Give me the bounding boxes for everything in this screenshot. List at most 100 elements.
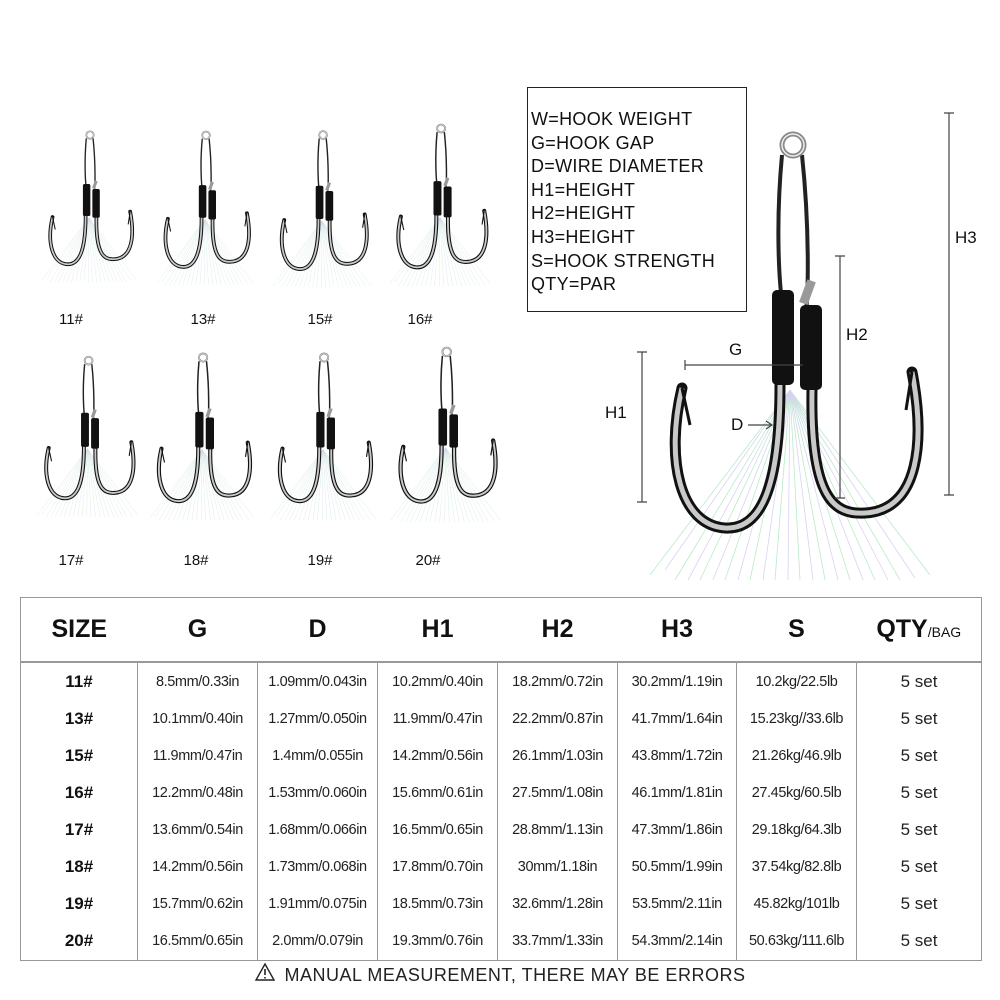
- cell-h3: 46.1mm/1.81in: [617, 774, 737, 812]
- cell-s: 15.23kg//33.6lb: [736, 700, 857, 738]
- header-d: D: [257, 597, 378, 663]
- h1-label: H1: [605, 403, 627, 422]
- cell-d: 1.91mm/0.075in: [257, 885, 378, 923]
- cell-h3: 30.2mm/1.19in: [617, 662, 737, 701]
- table-row: 16# 12.2mm/0.48in 1.53mm/0.060in 15.6mm/0.6…: [21, 774, 982, 812]
- dimension-lines: [637, 112, 954, 503]
- size-label-13: 13#: [190, 311, 216, 328]
- cell-h2: 32.6mm/1.28in: [497, 885, 618, 923]
- d-label: D: [731, 415, 744, 434]
- measurement-note: MANUAL MEASUREMENT, THERE MAY BE ERRORS: [0, 962, 1000, 986]
- legend-box: W=HOOK WEIGHT G=HOOK GAP D=WIRE DIAMETER…: [527, 87, 747, 312]
- legend-item: QTY=PAR: [531, 274, 617, 295]
- cell-g: 15.7mm/0.62in: [137, 885, 258, 923]
- table-row: 18# 14.2mm/0.56in 1.73mm/0.068in 17.8mm/0.7…: [21, 848, 982, 886]
- cell-g: 14.2mm/0.56in: [137, 848, 258, 886]
- cell-g: 11.9mm/0.47in: [137, 737, 258, 775]
- cell-s: 21.26kg/46.9lb: [736, 737, 857, 775]
- cell-h1: 14.2mm/0.56in: [377, 737, 498, 775]
- cell-size: 13#: [64, 708, 94, 728]
- table-row: 11# 8.5mm/0.33in 1.09mm/0.043in 10.2mm/0.40…: [21, 662, 982, 701]
- cell-size: 20#: [64, 931, 94, 951]
- h2-label: H2: [846, 325, 868, 344]
- cell-g: 12.2mm/0.48in: [137, 774, 258, 812]
- size-label-16: 16#: [407, 311, 433, 328]
- cell-h2: 18.2mm/0.72in: [497, 662, 618, 701]
- cell-s: 50.63kg/111.6lb: [736, 922, 857, 961]
- header-h3: H3: [617, 597, 737, 663]
- cell-qty: 5 set: [856, 662, 982, 701]
- cell-size: 19#: [64, 894, 94, 914]
- header-qty: QTY/BAG: [856, 597, 982, 663]
- cell-g: 10.1mm/0.40in: [137, 700, 258, 738]
- cell-s: 45.82kg/101lb: [736, 885, 857, 923]
- cell-h2: 33.7mm/1.33in: [497, 922, 618, 961]
- size-label-20: 20#: [415, 552, 441, 569]
- table-row: 17# 13.6mm/0.54in 1.68mm/0.066in 16.5mm/0.6…: [21, 811, 982, 849]
- cell-h2: 26.1mm/1.03in: [497, 737, 618, 775]
- table-row: 20# 16.5mm/0.65in 2.0mm/0.079in 19.3mm/0.76…: [21, 922, 982, 961]
- h3-label: H3: [955, 228, 977, 247]
- warning-triangle-icon: [254, 962, 275, 986]
- cell-size: 18#: [64, 857, 94, 877]
- cell-size: 16#: [64, 782, 94, 802]
- legend-item: H2=HEIGHT: [531, 203, 636, 224]
- qty-suffix: /BAG: [927, 624, 962, 640]
- cell-qty: 5 set: [856, 922, 982, 961]
- cell-h3: 47.3mm/1.86in: [617, 811, 737, 849]
- cell-g: 8.5mm/0.33in: [137, 662, 258, 701]
- cell-h3: 50.5mm/1.99in: [617, 848, 737, 886]
- cell-size: 11#: [65, 671, 93, 691]
- cell-s: 27.45kg/60.5lb: [736, 774, 857, 812]
- legend-item: D=WIRE DIAMETER: [531, 156, 705, 177]
- cell-h1: 11.9mm/0.47in: [377, 700, 498, 738]
- cell-size: 15#: [64, 745, 94, 765]
- cell-h2: 27.5mm/1.08in: [497, 774, 618, 812]
- cell-d: 1.09mm/0.043in: [257, 662, 378, 701]
- size-label-18: 18#: [183, 552, 209, 569]
- cell-d: 1.4mm/0.055in: [257, 737, 378, 775]
- header-size: SIZE: [20, 597, 138, 663]
- cell-h3: 41.7mm/1.64in: [617, 700, 737, 738]
- legend-item: H3=HEIGHT: [531, 226, 636, 247]
- cell-d: 1.68mm/0.066in: [257, 811, 378, 849]
- cell-s: 29.18kg/64.3lb: [736, 811, 857, 849]
- cell-h1: 15.6mm/0.61in: [377, 774, 498, 812]
- table-row: 15# 11.9mm/0.47in 1.4mm/0.055in 14.2mm/0.56…: [21, 737, 982, 775]
- cell-qty: 5 set: [856, 737, 982, 775]
- cell-g: 16.5mm/0.65in: [137, 922, 258, 961]
- cell-h3: 53.5mm/2.11in: [617, 885, 737, 923]
- cell-qty: 5 set: [856, 885, 982, 923]
- cell-h1: 19.3mm/0.76in: [377, 922, 498, 961]
- cell-h1: 18.5mm/0.73in: [377, 885, 498, 923]
- cell-d: 1.53mm/0.060in: [257, 774, 378, 812]
- cell-h2: 28.8mm/1.13in: [497, 811, 618, 849]
- cell-g: 13.6mm/0.54in: [137, 811, 258, 849]
- cell-d: 1.27mm/0.050in: [257, 700, 378, 738]
- header-s: S: [736, 597, 857, 663]
- cell-h1: 17.8mm/0.70in: [377, 848, 498, 886]
- legend-item: W=HOOK WEIGHT: [531, 109, 693, 129]
- g-label: G: [729, 340, 743, 359]
- size-label-19: 19#: [307, 552, 333, 569]
- cell-d: 2.0mm/0.079in: [257, 922, 378, 961]
- cell-s: 10.2kg/22.5lb: [736, 662, 857, 701]
- legend-item: G=HOOK GAP: [531, 132, 655, 153]
- cell-h3: 54.3mm/2.14in: [617, 922, 737, 961]
- table-row: 13# 10.1mm/0.40in 1.27mm/0.050in 11.9mm/0.4…: [21, 700, 982, 738]
- size-label-11: 11#: [59, 311, 83, 328]
- cell-qty: 5 set: [856, 774, 982, 812]
- size-label-17: 17#: [58, 552, 84, 569]
- header-h1: H1: [377, 597, 498, 663]
- header-h2: H2: [497, 597, 618, 663]
- note-text: MANUAL MEASUREMENT, THERE MAY BE ERRORS: [284, 965, 746, 985]
- size-label-15: 15#: [307, 311, 333, 328]
- table-row: 19# 15.7mm/0.62in 1.91mm/0.075in 18.5mm/0.7…: [21, 885, 982, 923]
- cell-qty: 5 set: [856, 700, 982, 738]
- cell-h3: 43.8mm/1.72in: [617, 737, 737, 775]
- qty-label: QTY: [876, 615, 928, 643]
- cell-size: 17#: [64, 820, 94, 840]
- spec-table: SIZE G D H1 H2 H3 S QTY/BAG 11# 8.5mm/0.3…: [20, 597, 982, 961]
- cell-qty: 5 set: [856, 811, 982, 849]
